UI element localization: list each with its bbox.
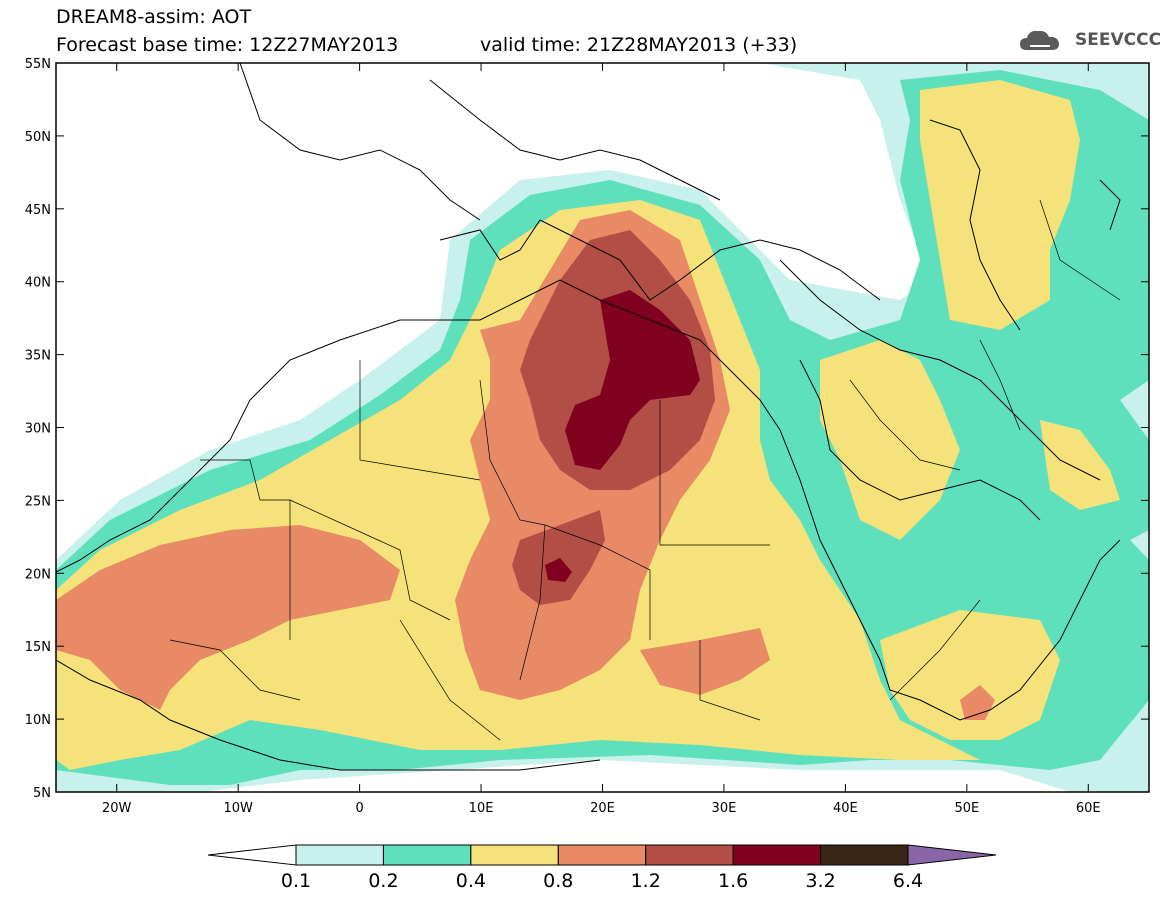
colorbar-label: 0.8 — [543, 870, 573, 892]
colorbar-swatch — [820, 844, 909, 866]
colorbar-right-triangle — [907, 844, 997, 866]
map-title: DREAM8-assim: AOT — [56, 6, 252, 28]
colorbar-left-triangle — [207, 844, 297, 866]
colorbar-label: 1.6 — [718, 870, 748, 892]
colorbar-swatch — [382, 844, 472, 866]
lat-tick-label: 45N — [25, 203, 51, 218]
lat-tick-label: 15N — [25, 640, 51, 655]
lon-tick-label: 50E — [954, 801, 979, 816]
coastlines — [56, 63, 1121, 771]
lat-tick-label: 20N — [25, 567, 51, 582]
valid-time: valid time: 21Z28MAY2013 (+33) — [480, 34, 798, 56]
colorbar-label: 0.1 — [281, 870, 311, 892]
lat-tick-label: 55N — [25, 57, 51, 72]
lon-tick-label: 10E — [469, 801, 494, 816]
lon-tick-label: 20W — [102, 801, 132, 816]
lon-tick-label: 0 — [355, 801, 363, 816]
country-borders — [169, 199, 1121, 741]
colorbar: 0.1 0.2 0.4 0.8 1.2 1.6 3.2 6.4 — [207, 844, 997, 892]
longitude-axis: 20W 10W 0 10E 20E 30E 40E 50E 60E — [102, 63, 1101, 816]
lat-tick-label: 10N — [25, 713, 51, 728]
lon-tick-label: 20E — [590, 801, 615, 816]
lon-tick-label: 10W — [223, 801, 253, 816]
lat-tick-label: 25N — [25, 494, 51, 509]
colorbar-label: 0.4 — [456, 870, 486, 892]
colorbar-swatch — [557, 844, 647, 866]
lat-tick-label: 5N — [33, 786, 51, 801]
colorbar-swatch — [470, 844, 559, 866]
colorbar-label: 3.2 — [805, 870, 835, 892]
cloud-icon — [1020, 30, 1059, 50]
lat-tick-label: 30N — [25, 422, 51, 437]
colorbar-label: 1.2 — [631, 870, 661, 892]
lat-tick-label: 40N — [25, 276, 51, 291]
colorbar-label: 0.2 — [368, 870, 398, 892]
forecast-base-time: Forecast base time: 12Z27MAY2013 — [56, 34, 399, 56]
lat-tick-label: 50N — [25, 130, 51, 145]
lon-tick-label: 40E — [833, 801, 858, 816]
lon-tick-label: 30E — [712, 801, 737, 816]
aot-layer-1.6 — [545, 290, 700, 582]
latitude-axis: 55N 50N 45N 40N 35N 30N 25N 20N 15N 10N 5N — [25, 57, 1149, 801]
colorbar-label: 6.4 — [893, 870, 923, 892]
colorbar-swatch — [645, 844, 734, 866]
colorbar-swatch — [732, 844, 822, 866]
colorbar-swatch — [295, 844, 384, 866]
logo-text: SEEVCCC — [1075, 30, 1162, 50]
lat-tick-label: 35N — [25, 349, 51, 364]
lon-tick-label: 60E — [1076, 801, 1101, 816]
